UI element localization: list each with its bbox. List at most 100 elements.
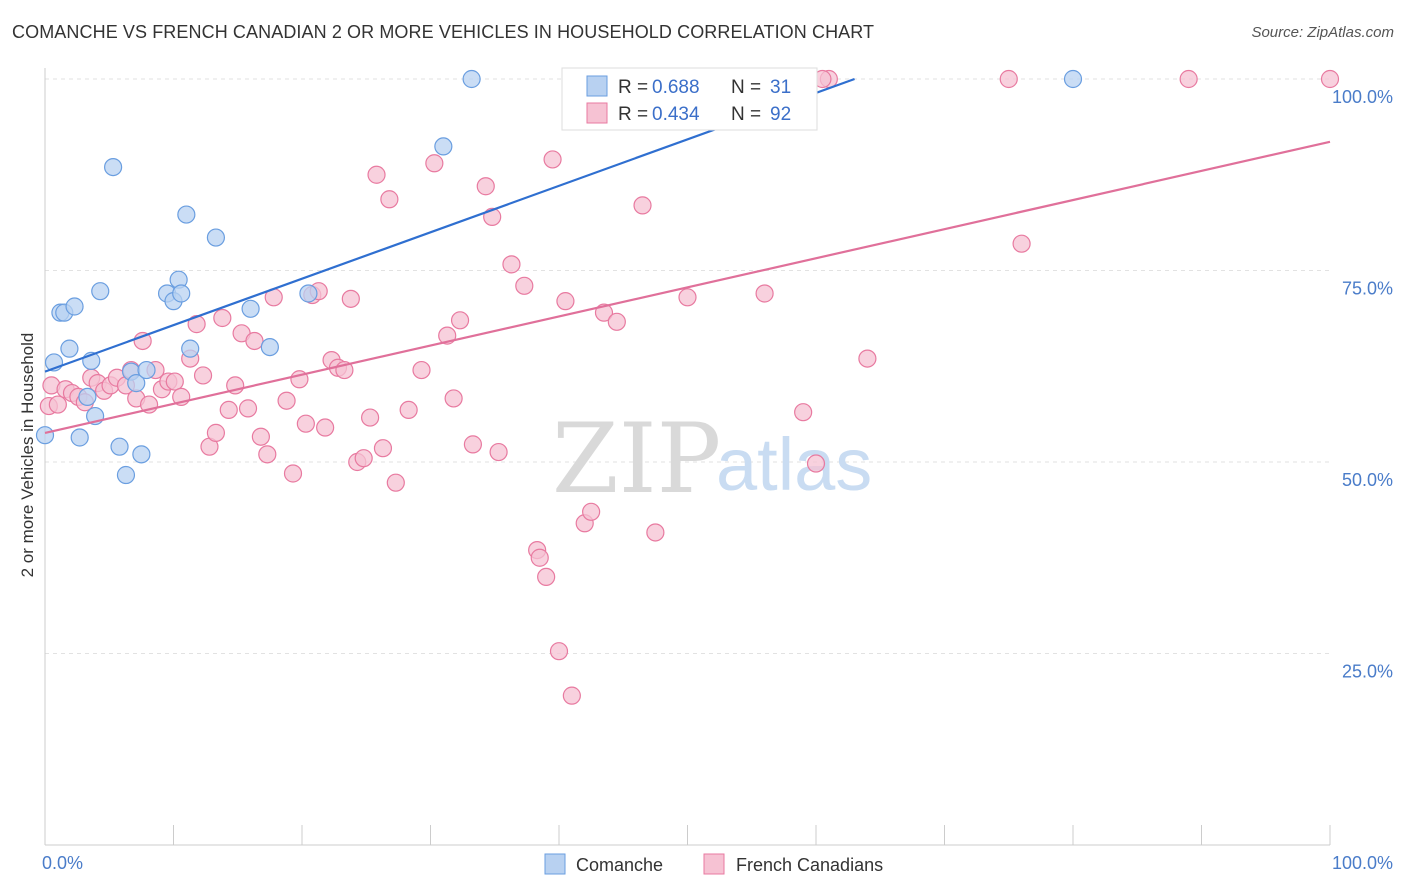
- french-canadians-point: [316, 418, 335, 437]
- legend-top: R = 0.688 N = 31 R = 0.434 N = 92: [561, 67, 818, 131]
- french-canadians-point: [165, 372, 184, 391]
- french-canadians-point: [1179, 69, 1198, 89]
- french-canadians-point: [361, 408, 380, 427]
- y-tick-label: 25.0%: [1342, 662, 1393, 682]
- comanche-point: [60, 339, 79, 358]
- legend-bottom: Comanche French Canadians: [544, 853, 883, 875]
- french-canadians-point: [537, 567, 556, 587]
- comanche-point: [65, 297, 84, 316]
- axes: [44, 68, 1331, 846]
- y-tick-label: 50.0%: [1342, 470, 1393, 490]
- source-credit: Source: ZipAtlas.com: [1251, 24, 1394, 41]
- french-canadians-point: [1012, 234, 1031, 253]
- french-canadians-point: [380, 190, 399, 209]
- french-canadians-trendline: [44, 140, 1331, 434]
- watermark-atlas: atlas: [716, 423, 872, 506]
- french-canadians-point: [206, 423, 226, 442]
- comanche-point: [434, 137, 453, 156]
- gridlines: [45, 78, 1330, 654]
- comanche-point: [110, 437, 129, 456]
- french-canadians-point: [258, 445, 277, 464]
- legend-n-french: 92: [770, 104, 791, 125]
- comanche-point: [137, 360, 156, 380]
- french-canadians-point: [425, 154, 444, 173]
- comanche-point: [260, 338, 279, 357]
- french-canadians-point: [489, 442, 508, 462]
- tick-labels: 25.0% 50.0% 75.0% 100.0% 0.0% 100.0%: [42, 87, 1393, 873]
- comanche-point: [299, 284, 318, 303]
- french-canadians-point: [213, 308, 232, 328]
- bottom-legend-french: French Canadians: [736, 855, 883, 875]
- comanche-point: [206, 228, 226, 247]
- x-tick-label-max: 100.0%: [1332, 853, 1393, 873]
- french-canadians-point: [999, 69, 1018, 89]
- comanche-point: [241, 299, 260, 318]
- comanche-point: [70, 428, 89, 447]
- comanche-point: [104, 157, 123, 177]
- french-canadians-point: [277, 391, 296, 410]
- french-canadians-point: [633, 196, 652, 215]
- legend-r-label-french: R =: [618, 104, 648, 125]
- legend-swatch-french: [586, 102, 608, 124]
- comanche-point: [132, 445, 151, 464]
- watermark-zip: ZIP: [552, 403, 721, 515]
- french-canadians-point: [1320, 69, 1340, 89]
- comanche-point: [172, 284, 191, 303]
- french-canadians-point: [543, 150, 562, 169]
- french-canadians-point: [367, 165, 386, 184]
- french-canadians-point: [463, 435, 483, 454]
- legend-swatch-comanche: [586, 75, 608, 97]
- french-canadians-point: [187, 315, 206, 334]
- french-canadians-point: [373, 439, 393, 458]
- french-canadians-point: [678, 288, 697, 307]
- legend-n-comanche: 31: [770, 77, 791, 98]
- y-axis-label: 2 or more Vehicles in Household: [18, 333, 37, 578]
- chart-title: COMANCHE VS FRENCH CANADIAN 2 OR MORE VE…: [12, 22, 875, 42]
- french-canadians-point: [794, 403, 813, 422]
- french-canadians-point: [646, 523, 665, 542]
- legend-n-label-french: N =: [731, 104, 761, 125]
- french-canadians-points: [39, 69, 1340, 705]
- legend-n-label-comanche: N =: [731, 77, 761, 98]
- y-tick-label: 100.0%: [1332, 87, 1393, 107]
- y-tick-label: 75.0%: [1342, 279, 1393, 299]
- bottom-swatch-french: [703, 853, 725, 875]
- french-canadians-point: [530, 548, 549, 567]
- french-canadians-point: [755, 284, 774, 303]
- french-canadians-point: [450, 311, 470, 330]
- french-canadians-point: [858, 349, 877, 368]
- legend-r-french: 0.434: [652, 104, 700, 125]
- french-canadians-point: [354, 449, 373, 468]
- french-canadians-point: [399, 400, 418, 420]
- french-canadians-point: [607, 312, 626, 331]
- french-canadians-point: [283, 464, 303, 483]
- french-canadians-point: [515, 276, 534, 295]
- comanche-point: [1063, 69, 1083, 89]
- french-canadians-point: [412, 360, 431, 380]
- french-canadians-point: [245, 331, 264, 351]
- french-canadians-point: [476, 177, 495, 196]
- comanche-point: [127, 374, 146, 393]
- french-canadians-point: [556, 292, 575, 311]
- comanche-point: [116, 465, 136, 485]
- french-canadians-point: [193, 366, 213, 385]
- french-canadians-point: [562, 686, 581, 705]
- french-canadians-point: [549, 642, 569, 661]
- x-tick-label-min: 0.0%: [42, 853, 83, 873]
- french-canadians-point: [296, 414, 315, 433]
- french-canadians-point: [341, 289, 360, 308]
- legend-r-label-comanche: R =: [618, 77, 648, 98]
- comanche-point: [462, 69, 481, 89]
- french-canadians-point: [48, 395, 67, 414]
- comanche-points: [35, 69, 1083, 485]
- french-canadians-point: [502, 255, 521, 274]
- legend-r-comanche: 0.688: [652, 77, 700, 98]
- french-canadians-point: [251, 427, 270, 446]
- comanche-point: [35, 426, 55, 445]
- french-canadians-point: [444, 389, 463, 408]
- french-canadians-point: [594, 303, 614, 322]
- french-canadians-point: [238, 399, 258, 418]
- french-canadians-point: [219, 400, 238, 420]
- bottom-legend-comanche: Comanche: [576, 855, 663, 875]
